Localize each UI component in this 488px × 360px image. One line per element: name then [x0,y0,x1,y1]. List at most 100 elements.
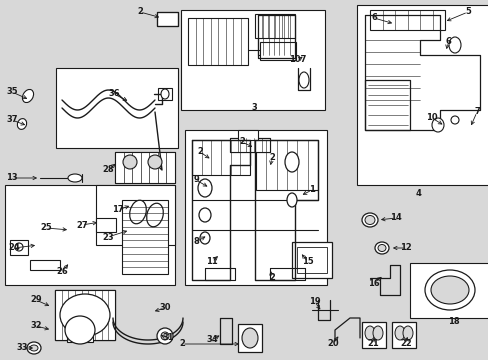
Ellipse shape [450,116,458,124]
Text: 8: 8 [193,238,199,247]
Bar [291,242,331,278]
Text: 17: 17 [112,206,123,215]
Bar [122,200,168,274]
Bar [256,140,317,190]
Text: 6: 6 [444,37,450,46]
Text: 2: 2 [239,138,244,147]
Text: 32: 32 [30,321,42,330]
Ellipse shape [424,270,474,310]
Bar [184,130,326,285]
Bar [5,185,175,285]
Bar [254,14,294,38]
Ellipse shape [199,208,210,222]
Ellipse shape [200,232,209,244]
Text: 2: 2 [179,339,184,348]
Text: 13: 13 [6,174,18,183]
Ellipse shape [65,316,95,344]
Text: 10: 10 [426,113,437,122]
Ellipse shape [361,213,377,227]
Ellipse shape [18,118,26,129]
Bar [55,290,115,340]
Bar [409,263,488,318]
Text: 31: 31 [162,333,173,342]
Bar [10,240,28,255]
Ellipse shape [242,328,258,348]
Text: 15: 15 [302,257,313,266]
Bar [30,260,60,270]
Bar [96,185,175,245]
Ellipse shape [198,179,212,197]
Bar [158,88,172,100]
Ellipse shape [394,326,404,340]
Bar [356,5,488,185]
Ellipse shape [372,326,382,340]
Text: 9: 9 [193,175,199,184]
Text: 28: 28 [102,166,114,175]
Text: 3: 3 [251,104,256,112]
Text: 22: 22 [399,339,411,348]
Bar [56,68,178,148]
Text: 11: 11 [206,257,218,266]
Ellipse shape [129,200,146,224]
Bar [229,138,269,152]
Text: 19: 19 [308,297,320,306]
Bar [260,42,295,60]
Bar [296,247,326,273]
Ellipse shape [430,276,468,304]
Text: 4: 4 [414,189,420,198]
Text: 16: 16 [367,279,379,288]
Ellipse shape [431,118,443,132]
Ellipse shape [377,244,385,252]
Ellipse shape [161,89,169,99]
Text: 25: 25 [40,224,52,233]
Bar [115,152,175,183]
Text: 2: 2 [268,274,274,283]
Bar [361,322,385,348]
Text: 37: 37 [6,116,18,125]
Text: 6: 6 [370,13,376,22]
Ellipse shape [22,89,34,103]
Bar [115,152,175,183]
Ellipse shape [374,242,388,254]
Bar [67,320,93,342]
Bar [391,322,415,348]
Text: 23: 23 [102,233,114,242]
Text: 18: 18 [447,318,459,327]
Ellipse shape [27,342,41,354]
Ellipse shape [157,328,173,344]
Text: 34: 34 [206,336,217,345]
Ellipse shape [364,326,374,340]
Text: 35: 35 [6,87,18,96]
Text: 1: 1 [308,185,314,194]
Ellipse shape [448,37,460,53]
Text: 21: 21 [366,339,378,348]
Bar [192,140,249,175]
Text: 24: 24 [8,243,20,252]
Text: 12: 12 [399,243,411,252]
Ellipse shape [30,345,38,351]
Bar [55,290,115,340]
Bar [369,10,444,30]
Ellipse shape [60,294,110,336]
Ellipse shape [364,216,374,225]
Bar [238,130,258,140]
Text: 7: 7 [473,108,479,117]
Ellipse shape [148,155,162,169]
Ellipse shape [161,332,169,340]
Ellipse shape [286,193,296,207]
Text: 107: 107 [289,55,306,64]
Bar [96,218,116,232]
Bar [181,10,325,110]
Text: 20: 20 [326,339,338,348]
Ellipse shape [15,243,23,251]
Ellipse shape [146,203,163,227]
Bar [238,324,262,352]
Ellipse shape [402,326,412,340]
Text: 2: 2 [197,148,203,157]
Text: 2: 2 [268,153,274,162]
Text: 33: 33 [16,343,28,352]
Text: 27: 27 [76,220,88,230]
Ellipse shape [298,72,308,88]
Text: 36: 36 [108,90,120,99]
Bar [229,138,269,152]
